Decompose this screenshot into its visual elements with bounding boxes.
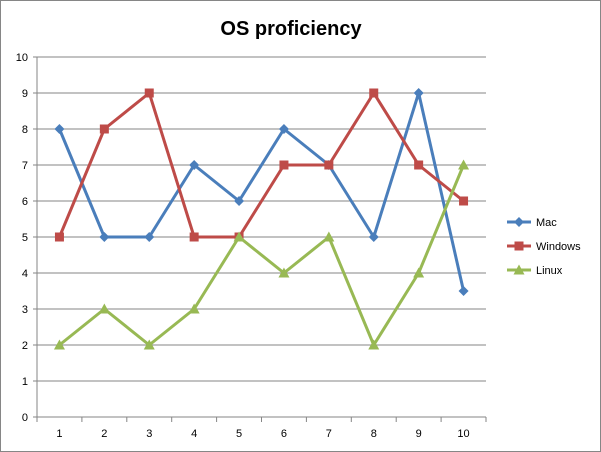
data-point-mac	[234, 196, 245, 206]
data-point-mac	[144, 232, 155, 242]
data-point-mac	[99, 232, 110, 242]
data-point-mac	[189, 160, 200, 170]
x-tick-label: 6	[281, 428, 287, 440]
y-tick-label: 1	[22, 376, 28, 388]
y-tick-label: 0	[22, 412, 28, 424]
y-tick-label: 7	[22, 160, 28, 172]
data-point-windows	[189, 232, 199, 242]
legend-marker-windows	[514, 241, 524, 251]
data-point-linux	[323, 231, 335, 242]
data-point-windows	[414, 160, 424, 170]
data-point-linux	[413, 267, 425, 278]
axes: 0 1 2 3 4 5 6 7 8 9 10 1 2 3 4 5 6 7 8 9 10	[16, 52, 487, 440]
data-point-windows	[99, 124, 109, 134]
x-tick-label: 5	[236, 428, 242, 440]
data-point-windows	[279, 160, 289, 170]
series-line-windows	[58, 91, 465, 239]
data-point-linux	[188, 303, 200, 314]
data-point-mac	[278, 124, 289, 134]
y-tick-label: 10	[16, 52, 28, 64]
chart-title: OS proficiency	[220, 18, 362, 40]
y-tick-label: 8	[22, 124, 28, 136]
data-point-linux	[278, 267, 290, 278]
data-point-mac	[458, 286, 469, 296]
data-point-linux	[143, 339, 155, 350]
gridlines	[37, 56, 486, 382]
series-linux	[53, 159, 470, 350]
x-tick-label: 2	[101, 428, 107, 440]
legend-marker-mac	[514, 217, 524, 227]
y-tick-label: 4	[22, 268, 28, 280]
legend-item-mac: Mac	[507, 217, 557, 229]
x-tick-label: 7	[326, 428, 332, 440]
data-point-mac	[413, 88, 424, 98]
data-point-linux	[368, 339, 380, 350]
legend-item-windows: Windows	[507, 241, 581, 253]
x-tick-label: 8	[371, 428, 377, 440]
data-point-mac	[54, 124, 65, 134]
series-line-mac	[58, 91, 466, 292]
y-tick-label: 2	[22, 340, 28, 352]
data-point-mac	[368, 232, 379, 242]
data-point-linux	[458, 159, 470, 170]
y-tick-label: 3	[22, 304, 28, 316]
series-line-linux	[58, 164, 465, 347]
series-lines	[53, 88, 470, 350]
legend-marker-linux	[513, 264, 525, 275]
data-point-windows	[369, 88, 379, 98]
x-tick-label: 9	[416, 428, 422, 440]
y-tick-label: 9	[22, 88, 28, 100]
data-point-linux	[98, 303, 110, 314]
x-tick-label: 10	[457, 428, 469, 440]
data-point-linux	[53, 339, 65, 350]
data-point-windows	[144, 88, 154, 98]
legend-label-mac: Mac	[536, 217, 557, 229]
data-point-linux	[233, 231, 245, 242]
x-tick-label: 1	[56, 428, 62, 440]
y-tick-label: 6	[22, 196, 28, 208]
legend-label-windows: Windows	[536, 241, 581, 253]
x-tick-label: 4	[191, 428, 197, 440]
x-tick-label: 3	[146, 428, 152, 440]
data-point-windows	[324, 160, 334, 170]
data-point-windows	[459, 196, 469, 206]
legend: Mac Windows Linux	[507, 217, 581, 277]
y-tick-label: 5	[22, 232, 28, 244]
data-point-windows	[54, 232, 64, 242]
legend-item-linux: Linux	[507, 264, 563, 277]
legend-label-linux: Linux	[536, 265, 563, 277]
